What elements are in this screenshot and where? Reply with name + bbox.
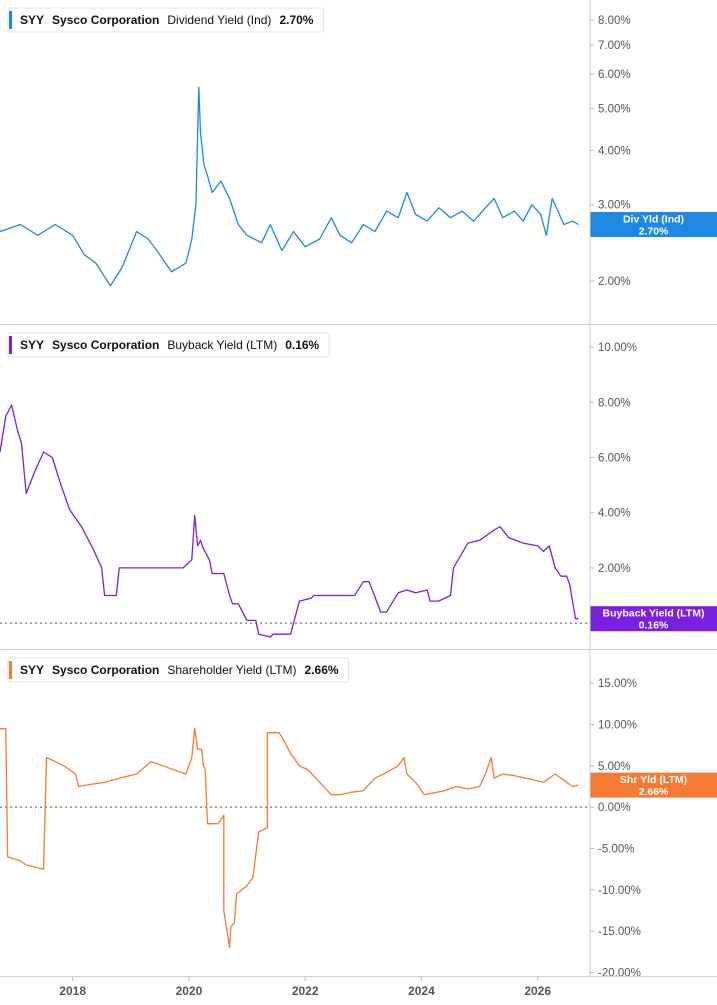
x-tick-label: 2022 <box>292 984 319 998</box>
panel-3: -20.00% -15.00% -10.00% -5.00% 0.00% 5.00% 10.… <box>0 657 717 980</box>
last-value-tag-name: Div Yld (Ind) <box>623 214 684 226</box>
legend-ticker: SYY <box>20 663 44 677</box>
legend-metric: Buyback Yield (LTM) <box>167 338 277 352</box>
y-tick-label: 5.00% <box>598 761 631 773</box>
legend-value: 2.66% <box>305 663 339 677</box>
legend-box <box>7 7 324 33</box>
legend-ticker: SYY <box>20 338 44 352</box>
legend-metric: Shareholder Yield (LTM) <box>167 663 296 677</box>
y-tick-label: 4.00% <box>598 508 631 520</box>
series-line <box>0 86 579 287</box>
y-tick-label: 6.00% <box>598 69 631 81</box>
last-value-tag-bg <box>590 606 717 632</box>
y-tick-label: 8.00% <box>598 397 631 409</box>
panel-1: 2.00% 3.00% 4.00% 5.00% 6.00% 7.00% 8.00% Div Y… <box>0 7 717 288</box>
legend-color-swatch <box>9 661 12 679</box>
legend: SYY Sysco Corporation Dividend Yield (Ind)… <box>7 7 324 33</box>
last-value-tag-value: 2.66% <box>639 786 669 798</box>
last-value-tag-name: Shr Yld (LTM) <box>620 774 687 786</box>
series-line <box>0 727 579 949</box>
series-line <box>0 404 579 638</box>
y-tick-label: 8.00% <box>598 15 631 27</box>
y-tick-label: 2.00% <box>598 276 631 288</box>
y-tick-label: 10.00% <box>598 719 637 731</box>
legend-company: Sysco Corporation <box>52 338 159 352</box>
y-tick-label: 2.00% <box>598 563 631 575</box>
y-tick-label: 6.00% <box>598 453 631 465</box>
legend-box <box>7 657 350 683</box>
legend: SYY Sysco Corporation Buyback Yield (LTM) 0… <box>7 332 330 358</box>
y-tick-label: -10.00% <box>598 885 641 897</box>
last-value-tag: Shr Yld (LTM)2.66% <box>590 772 717 798</box>
last-value-tag-value: 2.70% <box>639 226 669 238</box>
last-value-tag-name: Buyback Yield (LTM) <box>603 608 705 620</box>
y-tick-label: 10.00% <box>598 342 637 354</box>
legend-color-swatch <box>9 336 12 354</box>
last-value-tag: Buyback Yield (LTM)0.16% <box>590 606 717 632</box>
y-tick-label: 15.00% <box>598 678 637 690</box>
y-tick-label: 5.00% <box>598 104 631 116</box>
legend-company: Sysco Corporation <box>52 663 159 677</box>
x-tick-label: 2026 <box>524 984 551 998</box>
legend-value: 2.70% <box>279 13 313 27</box>
legend-company: Sysco Corporation <box>52 13 159 27</box>
y-tick-label: 3.00% <box>598 200 631 212</box>
legend: SYY Sysco Corporation Shareholder Yield (L… <box>7 657 350 683</box>
x-tick-label: 2018 <box>59 984 86 998</box>
legend-box <box>7 332 330 358</box>
y-tick-label: -15.00% <box>598 926 641 938</box>
legend-ticker: SYY <box>20 13 44 27</box>
last-value-tag-bg <box>590 212 717 238</box>
y-tick-label: 4.00% <box>598 146 631 158</box>
x-tick-label: 2020 <box>176 984 203 998</box>
legend-metric: Dividend Yield (Ind) <box>167 13 271 27</box>
last-value-tag-bg <box>590 772 717 798</box>
panel-2: 2.00% 4.00% 6.00% 8.00% 10.00% Buyback Yield … <box>0 332 717 638</box>
y-tick-label: -5.00% <box>598 843 634 855</box>
legend-color-swatch <box>9 11 12 29</box>
last-value-tag-value: 0.16% <box>639 620 669 632</box>
y-tick-label: -20.00% <box>598 968 641 980</box>
y-tick-label: 0.00% <box>598 802 631 814</box>
legend-value: 0.16% <box>285 338 319 352</box>
last-value-tag: Div Yld (Ind)2.70% <box>590 212 717 238</box>
y-tick-label: 7.00% <box>598 40 631 52</box>
x-tick-label: 2024 <box>408 984 435 998</box>
